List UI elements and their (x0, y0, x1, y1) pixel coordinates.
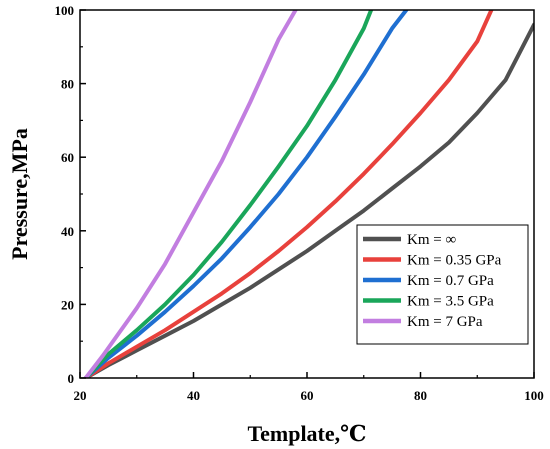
series-line-2 (83, 10, 494, 378)
legend-box (356, 224, 529, 345)
y-tick-label: 0 (68, 371, 75, 386)
legend-label: Km = 7 GPa (407, 314, 483, 330)
legend-label: Km = ∞ (407, 232, 456, 248)
y-axis-title: Pressure,MPa (7, 128, 32, 260)
legend-label: Km = 3.5 GPa (407, 294, 494, 310)
axes-layer: 20 40 60 80 100 0 20 40 60 80 100 (55, 3, 544, 403)
y-tick-label: 100 (55, 3, 75, 18)
x-axis-title: Template,℃ (247, 421, 366, 446)
x-tick-label: 60 (301, 388, 314, 403)
x-tick-label: 80 (414, 388, 427, 403)
series-line-1 (83, 22, 534, 378)
legend-label: Km = 0.35 GPa (407, 253, 502, 269)
series-line-5 (83, 10, 298, 378)
y-tick-label: 80 (61, 77, 74, 92)
series-layer (83, 10, 534, 378)
y-tick-label: 60 (61, 150, 74, 165)
x-tick-label: 20 (74, 388, 87, 403)
series-line-3 (83, 10, 409, 378)
series-line-4 (83, 10, 374, 378)
x-tick-label: 100 (524, 388, 544, 403)
legend: Km = ∞ Km = 0.35 GPa Km = 0.7 GPa Km = 3.5 … (356, 224, 529, 345)
y-tick-label: 20 (61, 297, 74, 312)
legend-label: Km = 0.7 GPa (407, 273, 494, 289)
y-tick-label: 40 (61, 224, 74, 239)
x-tick-label: 40 (187, 388, 200, 403)
